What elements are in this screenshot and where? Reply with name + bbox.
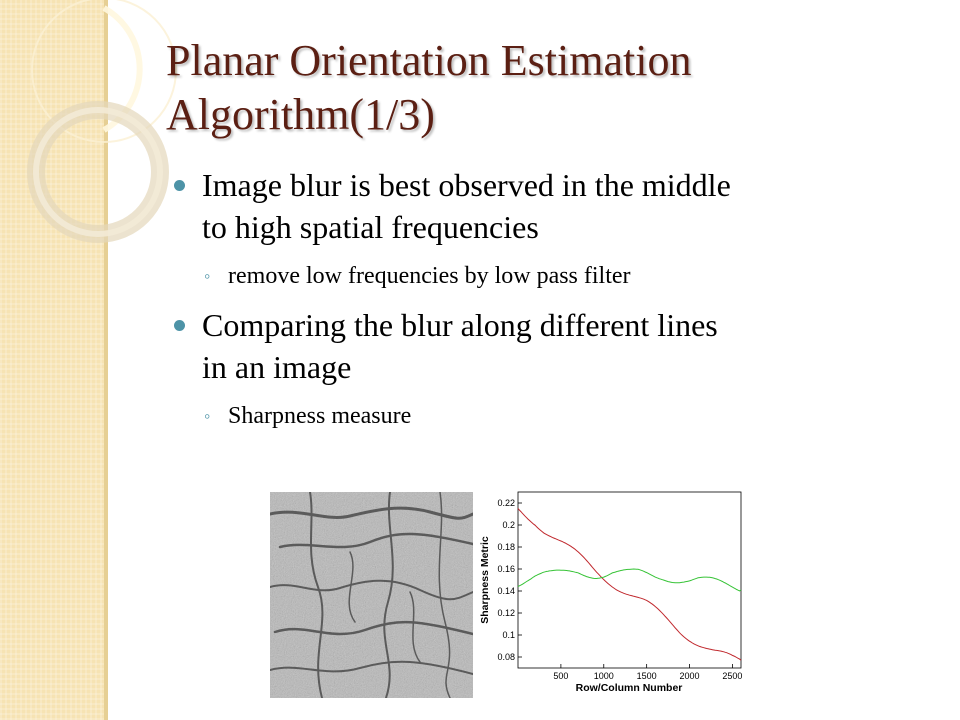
y-tick-label: 0.2 bbox=[502, 520, 515, 530]
slide-title-line-2: Algorithm(1/3) bbox=[166, 90, 435, 139]
series-line bbox=[517, 508, 742, 661]
bullet-text-line: Comparing the blur along different lines bbox=[202, 307, 718, 343]
sub-bullet-text: remove low frequencies by low pass filte… bbox=[228, 263, 631, 289]
sub-bullet-item: ◦ Sharpness measure bbox=[172, 400, 932, 432]
sub-bullet-circle-icon: ◦ bbox=[204, 406, 211, 426]
y-tick-label: 0.12 bbox=[497, 608, 515, 618]
plot-area bbox=[517, 491, 742, 669]
y-tick-label: 0.16 bbox=[497, 564, 515, 574]
slide-title: Planar Orientation Estimation Algorithm(… bbox=[166, 34, 926, 142]
y-tick-label: 0.1 bbox=[502, 630, 515, 640]
bullet-item: Image blur is best observed in the middl… bbox=[172, 164, 932, 248]
bullet-list: Image blur is best observed in the middl… bbox=[172, 164, 932, 444]
bullet-text-line: in an image bbox=[202, 349, 352, 385]
y-tick-label: 0.14 bbox=[497, 586, 515, 596]
bullet-text-line: Image blur is best observed in the middl… bbox=[202, 167, 731, 203]
series-line bbox=[517, 568, 742, 592]
bullet-text-line: to high spatial frequencies bbox=[202, 209, 539, 245]
side-band-edge bbox=[104, 0, 108, 720]
bullet-dot-icon bbox=[174, 180, 185, 191]
axis-ticks: 500 1000 1500 2000 2500 0.22 0.2 0.18 0.16 0.14 0.… bbox=[497, 498, 742, 681]
slide-title-line-1: Planar Orientation Estimation bbox=[166, 36, 692, 85]
x-tick-label: 2500 bbox=[722, 671, 742, 681]
sharpness-chart: 500 1000 1500 2000 2500 0.22 0.2 0.18 0.16 0.14 0.… bbox=[479, 491, 742, 694]
x-axis-label: Row/Column Number bbox=[576, 682, 683, 694]
y-tick-label: 0.08 bbox=[497, 652, 515, 662]
x-tick-label: 1500 bbox=[637, 671, 657, 681]
x-tick-label: 2000 bbox=[680, 671, 700, 681]
sub-bullet-text: Sharpness measure bbox=[228, 403, 412, 429]
bullet-item: Comparing the blur along different lines… bbox=[172, 304, 932, 388]
x-tick-label: 1000 bbox=[594, 671, 614, 681]
texture-image bbox=[270, 492, 473, 698]
chart-series bbox=[517, 508, 742, 661]
y-tick-label: 0.22 bbox=[497, 498, 515, 508]
sub-bullet-circle-icon: ◦ bbox=[204, 266, 211, 286]
x-tick-label: 500 bbox=[553, 671, 568, 681]
bullet-dot-icon bbox=[174, 320, 185, 331]
decorative-circles bbox=[27, 0, 177, 243]
sub-bullet-item: ◦ remove low frequencies by low pass fil… bbox=[172, 260, 932, 292]
y-tick-label: 0.18 bbox=[497, 542, 515, 552]
y-axis-label: Sharpness Metric bbox=[479, 536, 491, 624]
